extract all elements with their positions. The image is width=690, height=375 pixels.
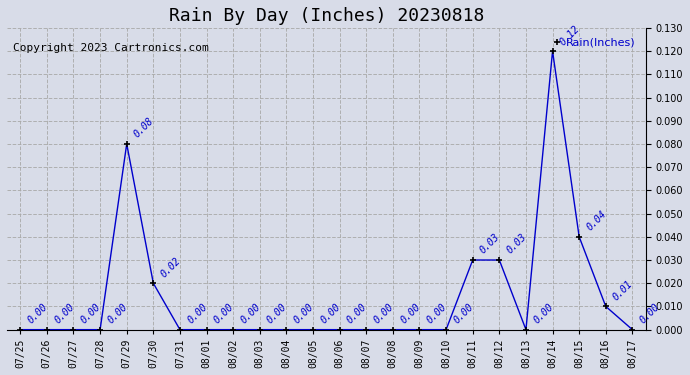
Text: Copyright 2023 Cartronics.com: Copyright 2023 Cartronics.com bbox=[13, 43, 209, 53]
Text: 0.00: 0.00 bbox=[452, 302, 475, 326]
Text: 0.00: 0.00 bbox=[398, 302, 422, 326]
Text: 0.00: 0.00 bbox=[106, 302, 129, 326]
Text: 0.01: 0.01 bbox=[611, 279, 635, 302]
Title: Rain By Day (Inches) 20230818: Rain By Day (Inches) 20230818 bbox=[168, 7, 484, 25]
Text: 0.00: 0.00 bbox=[26, 302, 50, 326]
Text: 0.08: 0.08 bbox=[132, 116, 156, 140]
Text: 0.00: 0.00 bbox=[372, 302, 395, 326]
Text: 0.00: 0.00 bbox=[345, 302, 369, 326]
Text: 0.00: 0.00 bbox=[319, 302, 342, 326]
Text: 0.00: 0.00 bbox=[52, 302, 76, 326]
Text: 0.03: 0.03 bbox=[505, 232, 529, 256]
Text: 0.00: 0.00 bbox=[186, 302, 209, 326]
Text: 0.04: 0.04 bbox=[584, 209, 609, 232]
Text: 0.00: 0.00 bbox=[531, 302, 555, 326]
Legend: Rain(Inches): Rain(Inches) bbox=[553, 33, 640, 53]
Text: 0.12: 0.12 bbox=[558, 23, 582, 47]
Text: 0.00: 0.00 bbox=[212, 302, 236, 326]
Text: 0.00: 0.00 bbox=[425, 302, 449, 326]
Text: 0.00: 0.00 bbox=[239, 302, 262, 326]
Text: 0.00: 0.00 bbox=[79, 302, 103, 326]
Text: 0.00: 0.00 bbox=[292, 302, 315, 326]
Text: 0.02: 0.02 bbox=[159, 255, 183, 279]
Text: 0.00: 0.00 bbox=[638, 302, 662, 326]
Text: 0.03: 0.03 bbox=[478, 232, 502, 256]
Text: 0.00: 0.00 bbox=[266, 302, 289, 326]
